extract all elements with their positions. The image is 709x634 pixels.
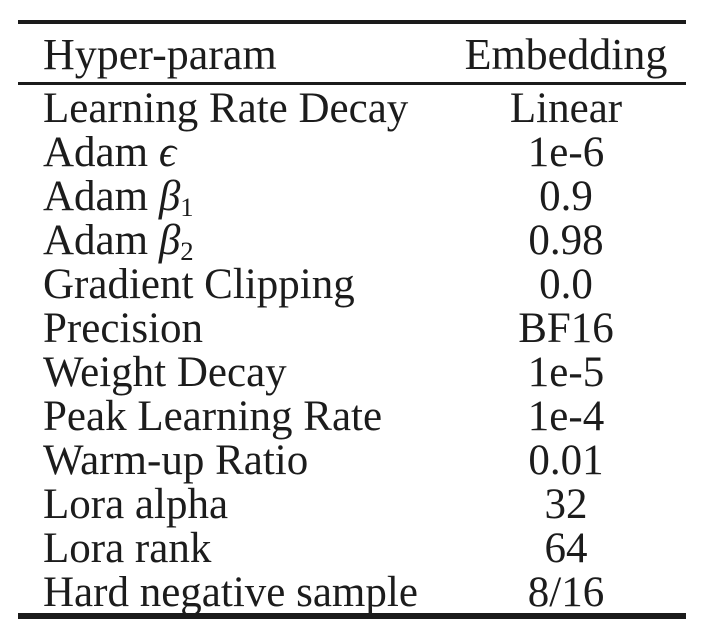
table-row: Peak Learning Rate 1e-4 xyxy=(18,393,686,440)
table-header-row: Hyper-param Embedding xyxy=(18,24,686,82)
beta-symbol: β xyxy=(158,217,181,264)
value-cell: 64 xyxy=(544,525,588,572)
table-row: Warm-up Ratio 0.01 xyxy=(18,437,686,484)
table-bottom-rule xyxy=(18,613,686,619)
value-cell: 1e-6 xyxy=(527,129,605,176)
param-cell: Peak Learning Rate xyxy=(43,393,383,440)
param-cell: Lora alpha xyxy=(43,481,229,528)
table-row: Adam β2 0.98 xyxy=(18,217,686,264)
table-row: Adam ϵ 1e-6 xyxy=(18,129,686,176)
table-row: Precision BF16 xyxy=(18,305,686,352)
table-row: Hard negative sample 8/16 xyxy=(18,569,686,616)
hyperparam-table: Hyper-param Embedding Learning Rate Deca… xyxy=(18,20,686,619)
param-subscript: 1 xyxy=(180,191,194,222)
table-row: Lora rank 64 xyxy=(18,525,686,572)
value-cell: 1e-4 xyxy=(527,393,605,440)
param-cell: Weight Decay xyxy=(43,349,287,396)
param-text: Adam xyxy=(43,173,159,220)
param-text: Adam xyxy=(43,129,159,176)
value-cell: Linear xyxy=(509,85,623,132)
value-cell: 0.0 xyxy=(539,261,593,308)
table-row: Adam β1 0.9 xyxy=(18,173,686,220)
param-cell: Lora rank xyxy=(43,525,212,572)
value-cell: 0.01 xyxy=(528,437,604,484)
table-row: Lora alpha 32 xyxy=(18,481,686,528)
value-cell: BF16 xyxy=(518,305,614,352)
param-cell: Adam β1 xyxy=(18,173,446,220)
table-row: Learning Rate Decay Linear xyxy=(18,85,686,132)
header-embedding-column: Embedding xyxy=(464,30,668,79)
epsilon-symbol: ϵ xyxy=(158,129,177,176)
value-cell: 1e-5 xyxy=(527,349,605,396)
param-text: Adam xyxy=(43,217,159,264)
table-top-rule xyxy=(18,20,686,24)
param-cell: Learning Rate Decay xyxy=(43,85,409,132)
header-param-column: Hyper-param xyxy=(43,30,277,79)
param-cell: Hard negative sample xyxy=(43,569,418,616)
param-cell: Gradient Clipping xyxy=(43,261,355,308)
value-cell: 8/16 xyxy=(527,569,605,616)
table-row: Weight Decay 1e-5 xyxy=(18,349,686,396)
value-cell: 0.98 xyxy=(528,217,604,264)
param-cell: Adam β2 xyxy=(18,217,446,264)
table-header-rule xyxy=(18,82,686,85)
value-cell: 0.9 xyxy=(539,173,593,220)
table-row: Gradient Clipping 0.0 xyxy=(18,261,686,308)
param-subscript: 2 xyxy=(180,235,194,266)
param-cell: Precision xyxy=(43,305,204,352)
param-cell: Adam ϵ xyxy=(18,131,446,174)
param-cell: Warm-up Ratio xyxy=(43,437,309,484)
beta-symbol: β xyxy=(158,173,181,220)
value-cell: 32 xyxy=(544,481,588,528)
